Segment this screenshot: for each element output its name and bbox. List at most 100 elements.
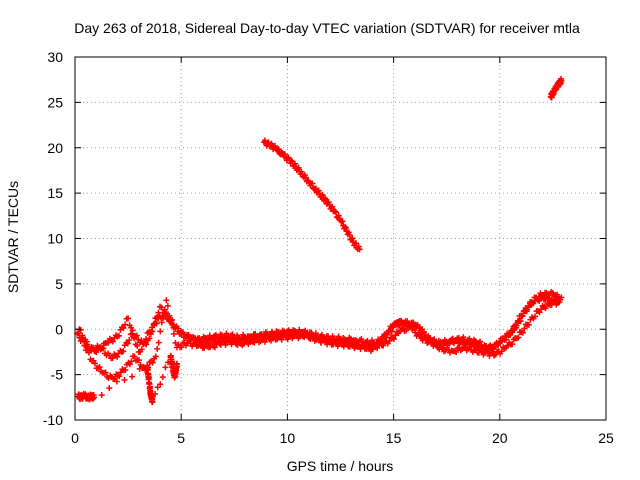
y-tick-label: 5 [55, 276, 63, 292]
y-tick-label: 30 [47, 49, 63, 65]
data-point-low-offset-track-b [122, 367, 129, 374]
data-point-low-offset-track-b [164, 302, 171, 309]
data-point-low-offset-track-d [98, 392, 105, 399]
data-point-low-offset-track-b [163, 297, 170, 304]
data-point-low-offset-track-b [157, 328, 164, 335]
data-point-low-offset-track-c [347, 335, 354, 342]
data-point-low-offset-track-b [504, 342, 511, 349]
data-point-low-offset-track-c [390, 324, 397, 331]
data-point-low-offset-track-c [159, 313, 166, 320]
data-point-low-offset-track-b [81, 342, 88, 349]
x-tick-label: 0 [71, 430, 79, 446]
data-point-low-offset-track-b [96, 364, 103, 371]
data-point-low-offset-track-b [136, 357, 143, 364]
data-point-low-offset-track-b [172, 339, 179, 346]
data-point-high-offset-arc-1 [355, 243, 362, 250]
data-point-low-offset-track-c [143, 335, 150, 342]
x-tick-label: 5 [177, 430, 185, 446]
data-point-low-offset-track-d [91, 394, 98, 401]
data-point-low-offset-track-c [249, 334, 256, 341]
grid-lines [75, 57, 606, 420]
data-point-low-offset-track-a [109, 338, 116, 345]
data-point-low-offset-track-c [126, 336, 133, 343]
data-point-low-offset-track-a [75, 330, 82, 337]
data-point-low-offset-track-c [408, 319, 415, 326]
data-point-low-offset-track-c [496, 339, 503, 346]
data-point-low-offset-track-c [373, 339, 380, 346]
data-point-low-offset-track-c [147, 329, 154, 336]
data-point-low-offset-track-b [155, 339, 162, 346]
data-point-low-offset-track-b [211, 344, 218, 351]
x-tick-label: 15 [386, 430, 402, 446]
data-point-low-offset-track-b [390, 336, 397, 343]
data-point-high-offset-arc-1 [309, 180, 316, 187]
data-point-low-offset-track-c [167, 315, 174, 322]
data-point-low-offset-track-b [137, 361, 144, 368]
data-point-high-offset-arc-2 [558, 77, 565, 84]
data-point-low-offset-track-a [138, 346, 145, 353]
data-point-low-offset-track-c [378, 338, 385, 345]
y-tick-label: 10 [47, 231, 63, 247]
x-axis-label: GPS time / hours [287, 458, 394, 474]
data-point-low-offset-track-d [152, 390, 159, 397]
data-point-high-offset-arc-1 [335, 212, 342, 219]
data-point-high-offset-arc-1 [349, 235, 356, 242]
data-point-low-offset-track-c [382, 334, 389, 341]
data-point-low-offset-track-c [124, 340, 131, 347]
data-point-low-offset-track-b [92, 360, 99, 367]
data-point-low-offset-track-c [517, 318, 524, 325]
data-point-low-offset-track-c [513, 324, 520, 331]
data-point-low-offset-track-b [392, 332, 399, 339]
data-point-high-offset-arc-1 [352, 240, 359, 247]
data-point-low-offset-track-c [190, 333, 197, 340]
data-point-low-offset-track-c [384, 331, 391, 338]
data-point-low-offset-track-a [105, 339, 112, 346]
data-point-low-offset-track-c [416, 324, 423, 331]
data-point-low-offset-track-c [79, 332, 86, 339]
data-point-low-offset-track-a [558, 294, 565, 301]
data-point-high-offset-arc-1 [281, 151, 288, 158]
data-point-low-offset-track-c [464, 338, 471, 345]
data-point-low-offset-track-b [245, 341, 252, 348]
data-point-low-offset-track-c [358, 336, 365, 343]
data-point-low-offset-track-d [113, 378, 120, 385]
data-point-low-offset-track-b [346, 343, 353, 350]
data-point-low-offset-track-c [282, 331, 289, 338]
data-point-low-offset-track-c [114, 353, 121, 360]
data-point-low-offset-track-b [498, 348, 505, 355]
data-point-high-offset-arc-1 [302, 174, 309, 181]
y-tick-label: 20 [47, 140, 63, 156]
data-point-low-offset-track-b [380, 342, 387, 349]
data-point-low-offset-track-c [529, 299, 536, 306]
data-point-low-offset-track-c [196, 335, 203, 342]
data-point-low-offset-track-c [291, 327, 298, 334]
data-point-low-offset-track-c [519, 313, 526, 320]
y-tick-label: 0 [55, 321, 63, 337]
data-point-low-offset-track-b [515, 334, 522, 341]
data-point-low-offset-track-c [523, 308, 530, 315]
plot-frame [74, 56, 607, 421]
data-point-low-offset-track-c [141, 338, 148, 345]
data-point-low-offset-track-b [521, 325, 528, 332]
data-point-low-offset-track-b [403, 327, 410, 334]
y-tick-label: 25 [47, 94, 63, 110]
data-point-low-offset-track-a [134, 342, 141, 349]
data-point-low-offset-track-c [388, 328, 395, 335]
data-point-high-offset-arc-1 [319, 191, 326, 198]
data-point-low-offset-track-c [109, 355, 116, 362]
data-point-high-offset-arc-1 [271, 143, 278, 149]
data-point-high-offset-arc-1 [295, 164, 302, 171]
data-point-low-offset-track-d [129, 373, 136, 380]
data-point-low-offset-track-c [431, 336, 438, 343]
data-point-high-offset-arc-1 [332, 208, 339, 215]
data-point-low-offset-track-b [416, 331, 423, 338]
data-point-high-offset-arc-1 [325, 199, 332, 206]
data-point-low-offset-track-b [116, 373, 123, 380]
data-point-low-offset-track-c [302, 327, 309, 334]
data-point-low-offset-track-b [519, 329, 526, 336]
data-point-low-offset-track-b [453, 348, 460, 355]
data-point-low-offset-track-c [540, 293, 547, 300]
data-point-low-offset-track-b [170, 330, 177, 337]
data-point-low-offset-track-c [199, 337, 206, 344]
